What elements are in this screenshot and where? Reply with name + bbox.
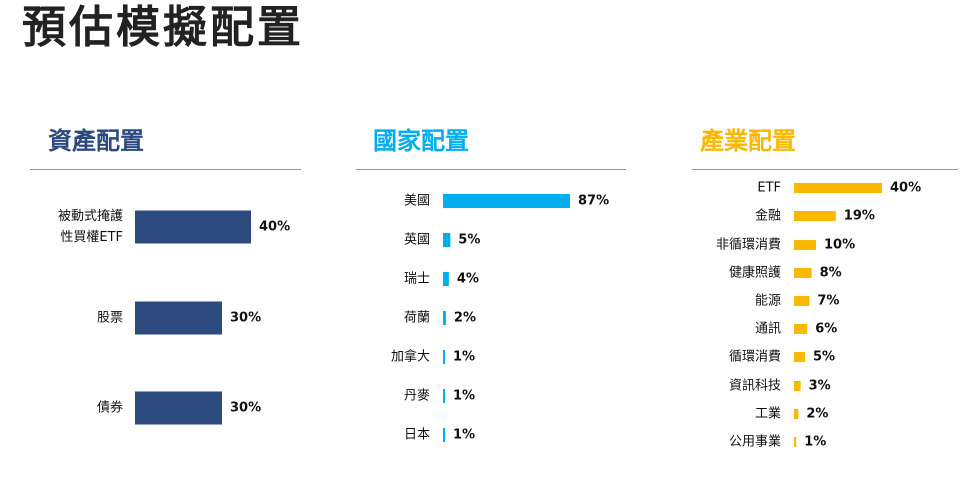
country-bar — [443, 428, 445, 442]
country-category-label: 美國 — [404, 194, 430, 209]
industry-category-label: 公用事業 — [729, 434, 781, 450]
country-value-label: 5% — [458, 233, 480, 248]
industry-bar — [794, 381, 801, 391]
industry-bar — [794, 183, 882, 193]
asset-bar — [135, 210, 251, 244]
industry-bar — [794, 211, 836, 221]
country-value-label: 1% — [453, 350, 475, 365]
industry-category-label: 能源 — [755, 294, 781, 309]
industry-bar — [794, 409, 799, 419]
asset-category-label: 被動式掩護 — [58, 208, 123, 224]
country-bar — [443, 194, 570, 208]
asset-category-label: 性買權ETF — [60, 230, 123, 245]
country-category-label: 荷蘭 — [404, 310, 430, 326]
industry-category-label: 健康照護 — [729, 265, 781, 281]
industry-allocation-divider — [692, 169, 958, 170]
country-bar — [443, 350, 445, 364]
industry-value-label: 5% — [813, 350, 835, 365]
industry-bar — [794, 240, 816, 250]
industry-allocation-title: 產業配置 — [700, 127, 796, 155]
page-title: 預估模擬配置 — [22, 2, 304, 53]
country-category-label: 丹麥 — [404, 388, 430, 404]
asset-value-label: 30% — [230, 311, 261, 326]
industry-value-label: 3% — [809, 379, 831, 394]
country-category-label: 瑞士 — [404, 272, 430, 287]
asset-category-label: 股票 — [97, 311, 123, 326]
industry-value-label: 2% — [806, 407, 828, 422]
industry-bar — [794, 268, 812, 278]
country-value-label: 2% — [454, 311, 476, 326]
industry-category-label: 工業 — [755, 406, 781, 422]
country-category-label: 英國 — [404, 233, 430, 248]
industry-value-label: 40% — [890, 181, 921, 196]
industry-value-label: 19% — [844, 209, 875, 224]
industry-value-label: 7% — [817, 294, 839, 309]
industry-bar — [794, 296, 810, 306]
country-bar — [443, 272, 449, 286]
country-allocation-title: 國家配置 — [373, 127, 469, 155]
country-value-label: 4% — [457, 272, 479, 287]
country-value-label: 87% — [578, 194, 609, 209]
country-category-label: 日本 — [404, 428, 430, 443]
industry-category-label: 通訊 — [755, 322, 781, 337]
asset-category-label: 債券 — [97, 400, 123, 416]
country-category-label: 加拿大 — [391, 349, 430, 365]
asset-allocation-divider — [30, 169, 301, 170]
country-value-label: 1% — [453, 428, 475, 443]
country-bar — [443, 311, 446, 325]
industry-category-label: 非循環消費 — [716, 238, 781, 253]
country-allocation-divider — [356, 169, 626, 170]
asset-allocation-title: 資產配置 — [48, 127, 144, 155]
industry-value-label: 1% — [804, 435, 826, 450]
country-bar — [443, 233, 451, 247]
asset-value-label: 30% — [230, 401, 261, 416]
industry-category-label: ETF — [757, 181, 781, 196]
industry-bar — [794, 352, 805, 362]
industry-value-label: 10% — [824, 238, 855, 253]
country-bar — [443, 389, 445, 403]
country-value-label: 1% — [453, 389, 475, 404]
asset-bar — [135, 391, 222, 425]
industry-bar — [794, 324, 808, 334]
asset-bar — [135, 301, 222, 335]
industry-category-label: 金融 — [755, 208, 781, 224]
industry-bar — [794, 437, 797, 447]
industry-category-label: 資訊科技 — [729, 379, 781, 394]
asset-value-label: 40% — [259, 220, 290, 235]
industry-category-label: 循環消費 — [729, 350, 781, 365]
industry-value-label: 6% — [815, 322, 837, 337]
industry-value-label: 8% — [820, 266, 842, 281]
